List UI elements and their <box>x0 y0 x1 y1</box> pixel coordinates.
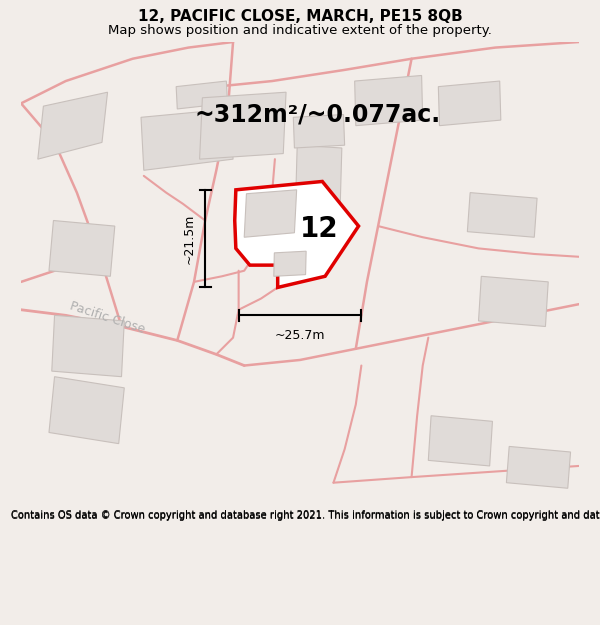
Polygon shape <box>200 92 286 159</box>
Text: Map shows position and indicative extent of the property.: Map shows position and indicative extent… <box>108 24 492 37</box>
Polygon shape <box>49 221 115 276</box>
Polygon shape <box>295 145 342 246</box>
Polygon shape <box>244 190 296 238</box>
Text: Contains OS data © Crown copyright and database right 2021. This information is : Contains OS data © Crown copyright and d… <box>11 511 600 521</box>
Polygon shape <box>176 81 227 109</box>
Polygon shape <box>141 109 233 170</box>
Polygon shape <box>439 81 501 126</box>
Text: 12, PACIFIC CLOSE, MARCH, PE15 8QB: 12, PACIFIC CLOSE, MARCH, PE15 8QB <box>137 9 463 24</box>
Text: Contains OS data © Crown copyright and database right 2021. This information is : Contains OS data © Crown copyright and d… <box>11 510 600 520</box>
Polygon shape <box>38 92 107 159</box>
Text: Pacific Close: Pacific Close <box>68 300 147 336</box>
Polygon shape <box>293 114 344 148</box>
Text: ~312m²/~0.077ac.: ~312m²/~0.077ac. <box>194 102 440 126</box>
Polygon shape <box>428 416 493 466</box>
Polygon shape <box>235 181 359 288</box>
Polygon shape <box>355 76 423 126</box>
Polygon shape <box>467 192 537 238</box>
Polygon shape <box>506 446 571 488</box>
Polygon shape <box>274 251 306 276</box>
Text: ~21.5m: ~21.5m <box>182 214 195 264</box>
Polygon shape <box>479 276 548 326</box>
Polygon shape <box>49 377 124 444</box>
Text: ~25.7m: ~25.7m <box>275 329 325 342</box>
Polygon shape <box>52 316 124 377</box>
Text: 12: 12 <box>300 215 339 243</box>
